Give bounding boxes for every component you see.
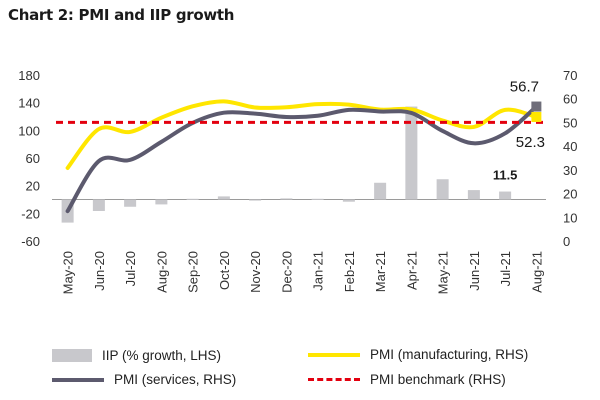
right-axis-tick: 40 xyxy=(563,139,577,154)
left-axis-tick: 180 xyxy=(18,68,40,83)
x-axis-tick: Jul-21 xyxy=(498,251,513,286)
iip-bar xyxy=(280,198,293,200)
right-axis-tick: 50 xyxy=(563,115,577,130)
x-axis-tick: Aug-20 xyxy=(154,251,169,293)
x-axis-tick: Aug-21 xyxy=(529,251,544,293)
left-axis-tick: 100 xyxy=(18,123,40,138)
x-axis-tick: Dec-20 xyxy=(279,251,294,293)
x-axis-tick: Nov-20 xyxy=(248,251,263,293)
iip-bar xyxy=(467,190,480,200)
iip-bar xyxy=(436,179,449,200)
iip-bar xyxy=(405,106,418,200)
left-axis-tick: -60 xyxy=(21,234,40,249)
right-axis-tick: 20 xyxy=(563,187,577,202)
pmi-manufacturing-line xyxy=(65,99,539,170)
x-axis-tick: Mar-21 xyxy=(373,251,388,292)
iip-bar xyxy=(342,199,355,202)
left-axis-tick: 60 xyxy=(26,151,40,166)
x-axis-tick: Apr-21 xyxy=(404,251,419,290)
right-axis-tick: 0 xyxy=(563,234,570,249)
iip-bar xyxy=(155,199,168,205)
iip-bar xyxy=(499,191,512,200)
iip-bar xyxy=(92,199,105,211)
left-axis-tick: -20 xyxy=(21,206,40,221)
iip-bar xyxy=(311,198,324,200)
iip-bar xyxy=(124,199,137,207)
x-axis-tick: Jun-21 xyxy=(467,251,482,291)
x-axis-tick: Sep-20 xyxy=(186,251,201,293)
x-axis-tick: Oct-20 xyxy=(217,251,232,290)
chart-title: Chart 2: PMI and IIP growth xyxy=(8,6,235,24)
pmi-services-line xyxy=(65,104,539,214)
x-axis-tick: May-20 xyxy=(61,251,76,294)
annotation-label: 11.5 xyxy=(493,168,518,183)
right-axis-tick: 10 xyxy=(563,210,577,225)
right-axis-tick: 70 xyxy=(563,68,577,83)
x-axis-tick: Feb-21 xyxy=(342,251,357,292)
pmi-services-end-marker xyxy=(531,101,542,112)
left-axis-tick: 20 xyxy=(26,179,40,194)
right-axis-tick: 30 xyxy=(563,163,577,178)
iip-bar xyxy=(249,199,262,201)
right-axis-tick: 60 xyxy=(563,92,577,107)
annotation-label: 56.7 xyxy=(510,79,539,96)
annotation-label: 52.3 xyxy=(516,134,545,151)
x-axis-tick: May-21 xyxy=(436,251,451,294)
iip-bar xyxy=(217,196,230,200)
left-axis-tick: 140 xyxy=(18,96,40,111)
pmi-manufacturing-end-marker xyxy=(531,111,542,122)
iip-bar xyxy=(374,182,387,200)
iip-bar xyxy=(186,198,199,200)
x-axis-tick: Jan-21 xyxy=(311,251,326,291)
x-axis-tick: Jul-20 xyxy=(123,251,138,286)
x-axis-tick: Jun-20 xyxy=(92,251,107,291)
